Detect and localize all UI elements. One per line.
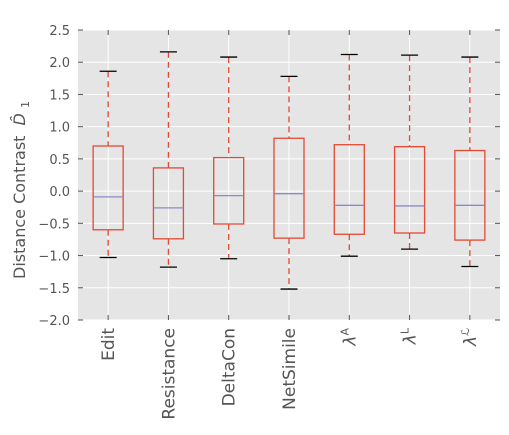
box-2 <box>213 56 245 260</box>
iqr-box <box>393 145 426 234</box>
box-0 <box>92 70 124 259</box>
y-tick-label: 2.5 <box>49 24 70 39</box>
x-tick-label: Resistance <box>159 328 179 420</box>
y-tick-label: −2.0 <box>38 314 70 329</box>
x-tick-label-base: λ <box>340 336 360 347</box>
y-tick-label: −1.0 <box>38 250 70 265</box>
x-tick-label: Edit <box>99 328 119 361</box>
y-axis-label: Distance Contrast D̂ 1 <box>10 101 32 279</box>
box-6 <box>454 56 486 268</box>
y-tick-label: −0.5 <box>38 217 70 232</box>
iqr-box <box>92 145 124 231</box>
axis-ticks <box>78 29 500 321</box>
iqr-box <box>333 144 365 235</box>
iqr-box <box>454 149 486 241</box>
y-tick-label: 2.0 <box>49 56 70 71</box>
x-tick-label: DeltaCon <box>220 328 240 406</box>
y-tick-label: 1.0 <box>49 121 70 136</box>
box-1 <box>152 51 185 268</box>
x-tick-label-base: λ <box>461 336 481 347</box>
box-series <box>92 51 486 290</box>
x-tick-label-superscript: L <box>399 327 412 334</box>
box-5 <box>393 54 426 250</box>
x-tick-label: λL <box>399 327 421 345</box>
x-tick-label: λℒ <box>459 328 481 347</box>
y-axis-label-text: Distance Contrast <box>10 136 29 279</box>
iqr-box <box>213 156 245 225</box>
y-tick-label: 0.5 <box>49 153 70 168</box>
x-tick-label-base: λ <box>401 334 421 345</box>
box-4 <box>333 53 365 257</box>
x-tick-label: NetSimile <box>280 328 300 410</box>
y-tick-label: −1.5 <box>38 282 70 297</box>
x-tick-label-superscript: A <box>338 328 351 336</box>
y-tick-label: 0.0 <box>49 185 70 200</box>
y-tick-label: 1.5 <box>49 88 70 103</box>
iqr-box <box>152 167 185 240</box>
y-axis-label-subscript: 1 <box>19 101 32 108</box>
y-axis-label-symbol: D̂ <box>10 113 29 125</box>
x-tick-label-superscript: ℒ <box>459 328 472 336</box>
box-3 <box>273 75 305 290</box>
y-tick-labels: −2.0 −1.5 −1.0 −0.5 0.0 0.5 1.0 1.5 2.0 2.5 <box>38 24 70 329</box>
x-tick-label: λA <box>338 328 360 347</box>
iqr-box <box>273 137 305 239</box>
